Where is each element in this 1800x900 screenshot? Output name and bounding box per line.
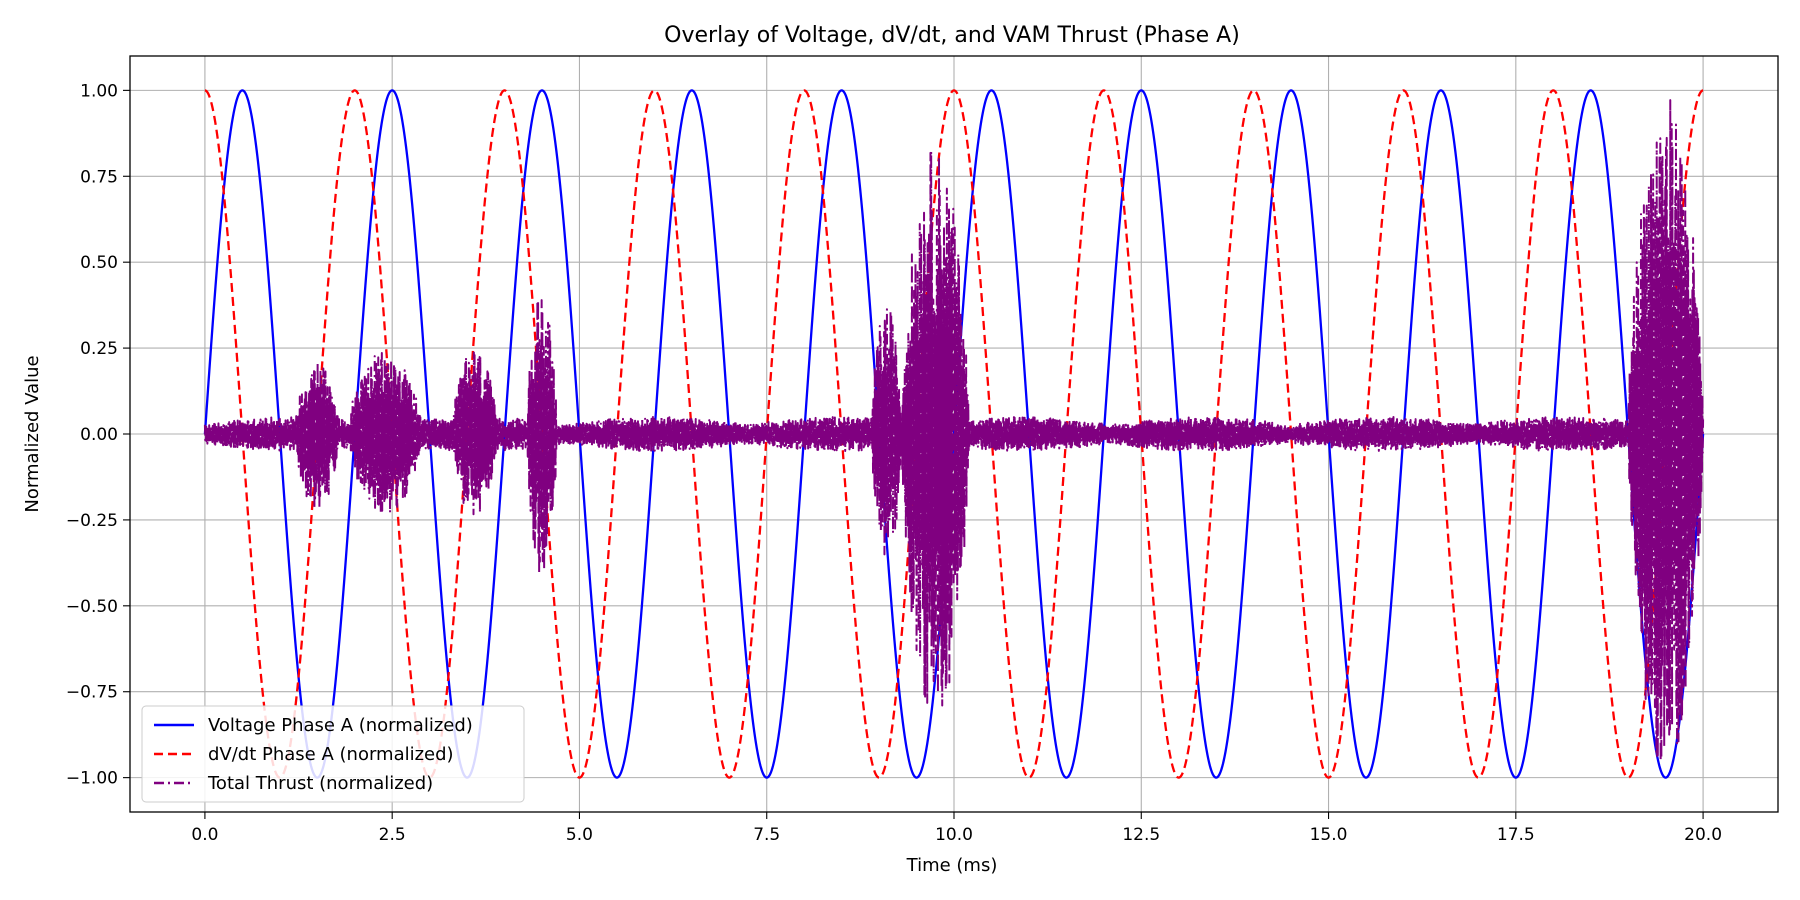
x-tick-label: 5.0 — [566, 825, 593, 845]
y-tick-label: −0.75 — [66, 683, 118, 703]
series-line-2 — [204, 89, 1704, 779]
chart-title: Overlay of Voltage, dV/dt, and VAM Thrus… — [664, 23, 1240, 48]
y-axis-label: Normalized Value — [22, 355, 43, 512]
legend: Voltage Phase A (normalized) dV/dt Phase … — [141, 705, 525, 803]
y-tick-label: 0.25 — [80, 339, 118, 359]
y-tick-label: −1.00 — [66, 769, 118, 789]
legend-label: dV/dt Phase A (normalized) — [208, 744, 454, 765]
legend-label: Voltage Phase A (normalized) — [208, 715, 473, 736]
legend-label: Total Thrust (normalized) — [207, 773, 433, 794]
x-tick-label: 17.5 — [1497, 825, 1535, 845]
x-tick-label: 20.0 — [1684, 825, 1722, 845]
x-tick-label: 7.5 — [753, 825, 780, 845]
y-tick-label: 0.50 — [80, 253, 118, 273]
y-tick-label: 0.75 — [80, 167, 118, 187]
x-tick-label: 2.5 — [379, 825, 406, 845]
x-tick-label: 15.0 — [1310, 825, 1348, 845]
y-tick-label: 0.00 — [80, 425, 118, 445]
y-tick-label: −0.50 — [66, 597, 118, 617]
x-axis-label: Time (ms) — [906, 855, 998, 876]
x-tick-label: 12.5 — [1122, 825, 1160, 845]
x-tick-label: 0.0 — [191, 825, 218, 845]
series-line-3 — [203, 99, 1705, 762]
y-tick-label: 1.00 — [80, 81, 118, 101]
axis-ticks: 0.0 2.5 5.0 7.5 10.0 12.5 15.0 17.5 20.0 1.00 0.75… — [66, 81, 1722, 845]
x-tick-label: 10.0 — [935, 825, 973, 845]
y-tick-label: −0.25 — [66, 511, 118, 531]
legend-box — [141, 705, 525, 803]
